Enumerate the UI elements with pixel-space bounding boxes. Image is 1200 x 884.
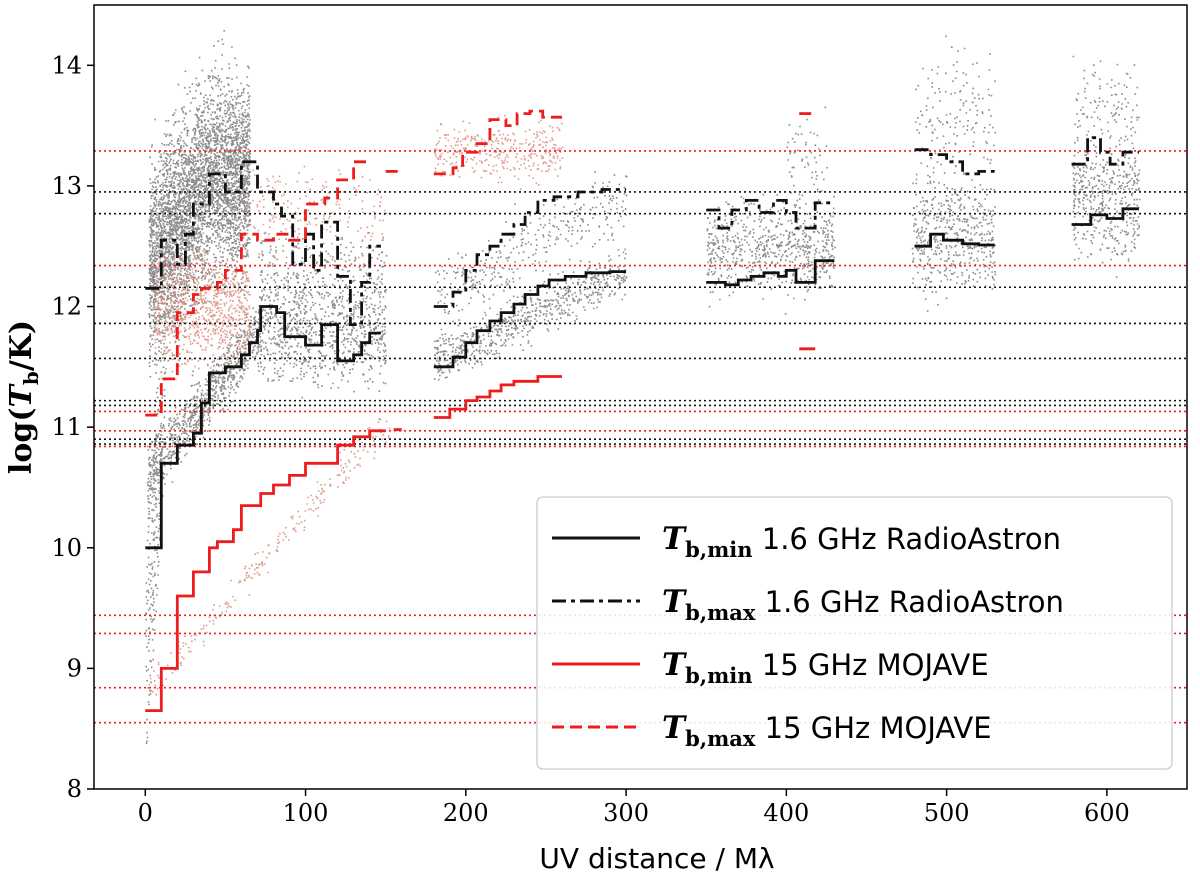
y-tick-label: 9: [67, 654, 82, 682]
legend-label-tbmax-mojave: Tb,max 15 GHz MOJAVE: [662, 710, 992, 751]
y-axis-label: log(Tb/K): [4, 320, 43, 474]
legend-text: 1.6 GHz RadioAstron: [755, 585, 1064, 619]
legend-text: 15 GHz MOJAVE: [753, 648, 989, 682]
series-0-step-line: [433, 270, 627, 369]
y-axis-label-suffix: /K): [4, 320, 39, 371]
x-axis-ticks: 0 100 200 300 400 500 600: [138, 789, 1130, 827]
y-tick-label: 11: [51, 413, 82, 441]
series-3-step-line: [145, 160, 370, 417]
x-tick-label: 500: [924, 799, 970, 827]
series-1-step-line: [433, 188, 627, 308]
plot-frame: [93, 4, 1188, 790]
y-axis-label-prefix: log(: [4, 407, 39, 474]
visibility-points-gray: [145, 30, 1141, 745]
y-axis-label-sub: b: [19, 371, 43, 385]
legend: Tb,min 1.6 GHz RadioAstron Tb,max 1.6 GH…: [536, 496, 1173, 770]
series-1-step-line: [1071, 136, 1139, 166]
series-2-step-line: [145, 429, 386, 712]
y-tick-label: 12: [51, 293, 82, 321]
legend-label-tbmin-mojave: Tb,min 15 GHz MOJAVE: [662, 647, 989, 688]
y-tick-label: 8: [67, 775, 82, 803]
y-axis-ticks: 8 9 10 11 12 13 14: [51, 51, 94, 803]
series-1-step-line: [914, 148, 995, 176]
series-0-step-line: [914, 232, 995, 248]
scatter-points: [145, 30, 1141, 745]
legend-symbol: T: [662, 521, 687, 557]
legend-symbol: T: [662, 710, 687, 746]
series-1-step-line: [145, 160, 381, 327]
legend-symbol: T: [662, 647, 687, 683]
legend-subscript: b,min: [685, 537, 752, 562]
y-tick-label: 13: [51, 172, 82, 200]
y-tick-label: 10: [51, 534, 82, 562]
y-tick-label: 14: [51, 51, 82, 79]
series-0-step-line: [706, 259, 835, 287]
x-tick-label: 300: [603, 799, 649, 827]
x-tick-label: 600: [1084, 799, 1130, 827]
series-3-step-line: [433, 109, 562, 176]
x-tick-label: 400: [763, 799, 809, 827]
legend-text: 1.6 GHz RadioAstron: [753, 522, 1062, 556]
legend-text: 15 GHz MOJAVE: [755, 711, 991, 745]
x-tick-label: 0: [138, 799, 153, 827]
legend-subscript: b,max: [685, 600, 756, 625]
legend-subscript: b,min: [685, 663, 752, 688]
x-tick-label: 100: [283, 799, 329, 827]
x-tick-label: 200: [443, 799, 489, 827]
legend-label-tbmin-radioastron: Tb,min 1.6 GHz RadioAstron: [662, 521, 1061, 562]
legend-label-tbmax-radioastron: Tb,max 1.6 GHz RadioAstron: [662, 584, 1064, 625]
series-lines: [145, 109, 1139, 712]
series-2-step-line: [433, 375, 562, 419]
legend-subscript: b,max: [685, 726, 756, 751]
y-axis-label-symbol: T: [4, 382, 39, 407]
series-0-step-line: [145, 305, 381, 550]
series-0-step-line: [1071, 207, 1139, 226]
x-axis-label: UV distance / Mλ: [539, 842, 774, 875]
series-1-step-line: [706, 198, 835, 230]
legend-symbol: T: [662, 584, 687, 620]
legend-box: [536, 496, 1173, 770]
